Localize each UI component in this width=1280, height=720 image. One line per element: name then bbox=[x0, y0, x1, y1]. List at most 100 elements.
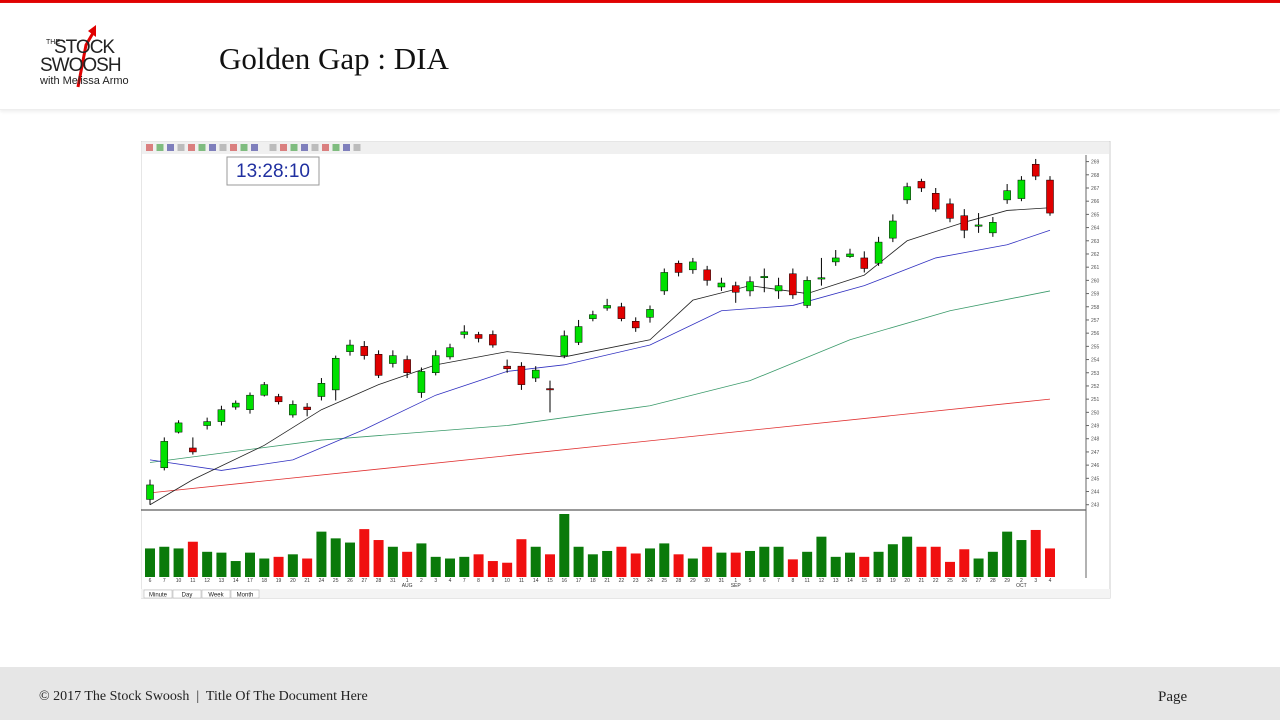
month-label: OCT bbox=[1016, 583, 1027, 589]
x-tick-label: 12 bbox=[819, 578, 825, 584]
x-tick-label: 4 bbox=[1049, 578, 1052, 584]
volume-bar bbox=[302, 558, 313, 577]
volume-bar bbox=[487, 561, 498, 577]
toolbar-icon bbox=[167, 144, 174, 151]
volume-bar bbox=[745, 550, 755, 577]
volume-bar bbox=[945, 561, 955, 577]
x-tick-label: 22 bbox=[933, 578, 939, 584]
x-tick-label: 4 bbox=[449, 578, 452, 584]
volume-bar bbox=[645, 548, 655, 577]
x-tick-label: 5 bbox=[749, 578, 752, 584]
volume-bar bbox=[1030, 529, 1041, 577]
volume-bar bbox=[716, 552, 727, 577]
volume-bar bbox=[416, 543, 427, 577]
volume-bar bbox=[387, 546, 398, 577]
candle-body bbox=[731, 285, 740, 293]
candle-body bbox=[817, 277, 826, 280]
x-tick-label: 7 bbox=[163, 578, 166, 584]
candle-body bbox=[260, 384, 269, 396]
x-tick-label: 28 bbox=[376, 578, 382, 584]
candle-body bbox=[189, 447, 197, 453]
x-tick-label: 10 bbox=[504, 578, 510, 584]
toolbar-icon bbox=[322, 144, 329, 151]
toolbar-icon bbox=[188, 144, 195, 151]
x-tick-label: 30 bbox=[704, 578, 710, 584]
tab bbox=[143, 589, 173, 599]
volume-bar bbox=[373, 540, 384, 577]
y-tick-label: 267 bbox=[1091, 186, 1100, 192]
volume-bar bbox=[530, 546, 541, 577]
logo: THE STOCK SWOOSH with Melissa Armo bbox=[38, 25, 158, 91]
volume-bar bbox=[330, 538, 341, 577]
volume-bar bbox=[802, 551, 813, 577]
x-tick-label: 18 bbox=[590, 578, 596, 584]
toolbar-icon bbox=[301, 144, 308, 151]
x-tick-label: 28 bbox=[990, 578, 996, 584]
footer: © 2017 The Stock Swoosh | Title Of The D… bbox=[0, 667, 1280, 720]
candle-body bbox=[903, 186, 911, 201]
volume-bar bbox=[316, 531, 327, 577]
volume-bar bbox=[1016, 540, 1027, 577]
volume-bar bbox=[245, 552, 255, 577]
candle-body bbox=[760, 276, 769, 278]
candle-body bbox=[789, 273, 797, 296]
x-tick-label: 25 bbox=[333, 578, 339, 584]
x-tick-label: 28 bbox=[676, 578, 682, 584]
candle-body bbox=[431, 355, 440, 374]
logo-stock: STOCK bbox=[54, 37, 115, 58]
volume-bar bbox=[187, 541, 198, 577]
x-tick-label: 7 bbox=[463, 578, 466, 584]
candle-body bbox=[1017, 179, 1026, 199]
toolbar-icon bbox=[269, 144, 277, 151]
candle-body bbox=[674, 262, 683, 273]
candle-body bbox=[589, 314, 597, 319]
volume-bar bbox=[502, 562, 513, 577]
volume-bar bbox=[545, 554, 555, 577]
volume-bar bbox=[573, 546, 584, 577]
candle-body bbox=[617, 306, 626, 319]
volume-bar bbox=[973, 558, 984, 577]
tab bbox=[201, 589, 231, 599]
x-tick-label: 21 bbox=[304, 578, 310, 584]
volume-bar bbox=[359, 529, 370, 577]
candle-body bbox=[217, 409, 226, 422]
volume-bar bbox=[287, 554, 298, 577]
candle-body bbox=[803, 280, 811, 306]
volume-bar bbox=[473, 554, 484, 577]
x-tick-label: 1 bbox=[734, 578, 737, 584]
x-tick-label: 29 bbox=[1004, 578, 1010, 584]
candle-body bbox=[660, 272, 669, 292]
candle-body bbox=[874, 241, 883, 264]
volume-bar bbox=[145, 548, 155, 577]
y-tick-label: 254 bbox=[1091, 358, 1100, 364]
volume-bar bbox=[673, 554, 684, 577]
toolbar-icon bbox=[219, 144, 227, 151]
candle-body bbox=[689, 261, 697, 271]
volume-bar bbox=[587, 554, 598, 577]
moving-average bbox=[149, 398, 1051, 494]
volume-bar bbox=[159, 546, 170, 577]
candle-body bbox=[389, 355, 397, 364]
x-tick-label: 12 bbox=[204, 578, 210, 584]
candle-body bbox=[517, 365, 526, 385]
month-label: SEP bbox=[731, 583, 742, 589]
y-tick-label: 244 bbox=[1091, 490, 1100, 496]
y-tick-label: 251 bbox=[1091, 397, 1100, 403]
candle-body bbox=[746, 281, 754, 292]
toolbar-icon bbox=[146, 144, 153, 151]
toolbar-icon bbox=[332, 144, 340, 151]
candle-body bbox=[246, 394, 254, 410]
y-tick-label: 265 bbox=[1091, 212, 1100, 218]
tab-label: Month bbox=[237, 593, 254, 599]
candle-body bbox=[889, 220, 897, 239]
x-tick-label: 11 bbox=[805, 578, 810, 584]
toolbar-icon bbox=[198, 144, 206, 151]
candle-body bbox=[460, 331, 469, 335]
volume-bar bbox=[1002, 531, 1013, 577]
x-tick-label: 2 bbox=[1020, 578, 1023, 584]
candle-body bbox=[417, 371, 426, 393]
candle-body bbox=[531, 369, 540, 379]
volume-bar bbox=[216, 552, 227, 577]
candle-body bbox=[831, 257, 840, 263]
volume-bar bbox=[445, 558, 455, 577]
